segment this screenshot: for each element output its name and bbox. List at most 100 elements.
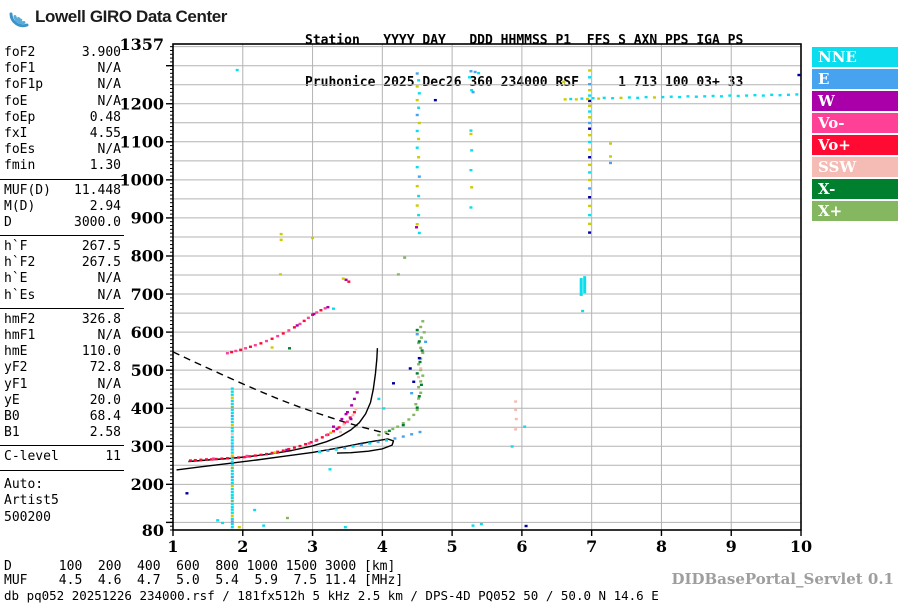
echo-point <box>351 445 355 448</box>
echo-point <box>230 396 234 399</box>
echo-point <box>270 337 274 340</box>
legend-item-vo: Vo- <box>812 113 898 133</box>
echo-point <box>230 350 234 354</box>
echo-point <box>285 516 289 520</box>
parameter-value: 2.58 <box>89 425 121 441</box>
echo-point <box>384 430 388 434</box>
echo-point <box>417 79 421 82</box>
echo-point <box>230 520 234 523</box>
curve-transmission-curve <box>172 351 390 436</box>
curve-f-trace-fit <box>188 348 379 463</box>
echo-bar <box>583 276 587 294</box>
parameter-row-d: D 3000.0 <box>0 215 124 231</box>
parameter-label: foE <box>4 93 28 109</box>
parameter-row-fxi: fxI 4.55 <box>0 126 124 142</box>
echo-point <box>270 451 274 455</box>
echo-point <box>230 393 234 396</box>
parameter-value: 11 <box>105 449 121 465</box>
echo-point <box>609 142 613 145</box>
parameter-row-yf1: yF1 N/A <box>0 377 124 393</box>
echo-point <box>244 347 248 350</box>
echo-point <box>185 492 189 495</box>
echo-point <box>470 89 474 92</box>
echo-point <box>230 439 234 442</box>
echo-point <box>345 420 349 423</box>
echo-point <box>574 98 578 101</box>
echo-point <box>312 312 316 316</box>
echo-point <box>230 411 234 415</box>
echo-point <box>331 425 335 428</box>
echo-point <box>588 133 592 137</box>
echo-point <box>581 309 585 313</box>
echo-point <box>281 332 285 335</box>
echo-point <box>230 433 234 436</box>
echo-point <box>359 443 363 447</box>
echo-point <box>221 521 225 525</box>
echo-point <box>401 422 405 425</box>
echo-point <box>415 129 419 133</box>
x-axis-label: 2 <box>237 537 248 556</box>
x-axis-label: 5 <box>447 537 458 556</box>
echo-point <box>230 487 234 491</box>
echo-point <box>408 367 412 370</box>
echo-point <box>419 368 423 372</box>
echo-point <box>331 307 335 310</box>
echo-point <box>421 320 425 323</box>
parameter-label: h`Es <box>4 287 36 303</box>
echo-point <box>686 95 690 98</box>
echo-point <box>253 344 257 347</box>
y-axis-label: 300 <box>131 437 164 456</box>
parameter-value: N/A <box>97 93 121 109</box>
echo-point <box>279 232 283 236</box>
echo-point <box>417 397 421 400</box>
y-axis-label: 400 <box>131 399 164 418</box>
echo-point <box>287 329 291 332</box>
echo-point <box>588 148 592 151</box>
echo-point <box>588 171 592 174</box>
parameter-row-hmf1: hmF1 N/A <box>0 328 124 344</box>
echo-point <box>347 280 351 283</box>
x-axis-label: 7 <box>586 537 597 556</box>
echo-point <box>636 96 640 100</box>
echo-point <box>278 273 282 276</box>
y-axis-label: 500 <box>131 361 164 380</box>
echo-point <box>377 433 381 437</box>
echo-point <box>265 452 269 456</box>
echo-point <box>287 447 291 451</box>
echo-point <box>204 458 208 461</box>
echo-point <box>591 97 595 100</box>
echo-point <box>471 524 475 527</box>
echo-point <box>352 411 356 414</box>
echo-point <box>419 336 423 339</box>
parameter-label: foEp <box>4 109 36 125</box>
echo-point <box>417 194 421 198</box>
echo-point <box>292 326 296 329</box>
echo-point <box>354 407 358 411</box>
echo-point <box>230 405 234 409</box>
echo-point <box>424 340 428 344</box>
parameter-row-b1: B1 2.58 <box>0 425 124 441</box>
autoscaling-info: Auto: Artist5 500200 <box>0 471 124 531</box>
echo-point <box>401 423 405 427</box>
echo-point <box>298 322 302 326</box>
echo-point <box>569 97 573 101</box>
echo-point <box>414 403 418 406</box>
echo-point <box>609 155 613 158</box>
echo-point <box>211 457 215 460</box>
parameter-value: 2.94 <box>89 198 121 214</box>
echo-point <box>326 305 330 309</box>
echo-point <box>326 449 330 452</box>
echo-point <box>652 96 656 99</box>
echo-point <box>477 71 481 75</box>
echo-point <box>230 493 234 497</box>
parameter-row-clevel: C-level 11 <box>0 449 124 465</box>
echo-bar <box>579 278 583 296</box>
echo-point <box>415 333 419 336</box>
y-axis-label: 1200 <box>119 95 164 114</box>
echo-point <box>588 140 592 144</box>
echo-point <box>393 437 397 440</box>
y-axis-label: 800 <box>131 247 164 266</box>
echo-point <box>469 132 473 136</box>
legend-item-x: X+ <box>812 201 898 221</box>
echo-point <box>627 96 631 99</box>
